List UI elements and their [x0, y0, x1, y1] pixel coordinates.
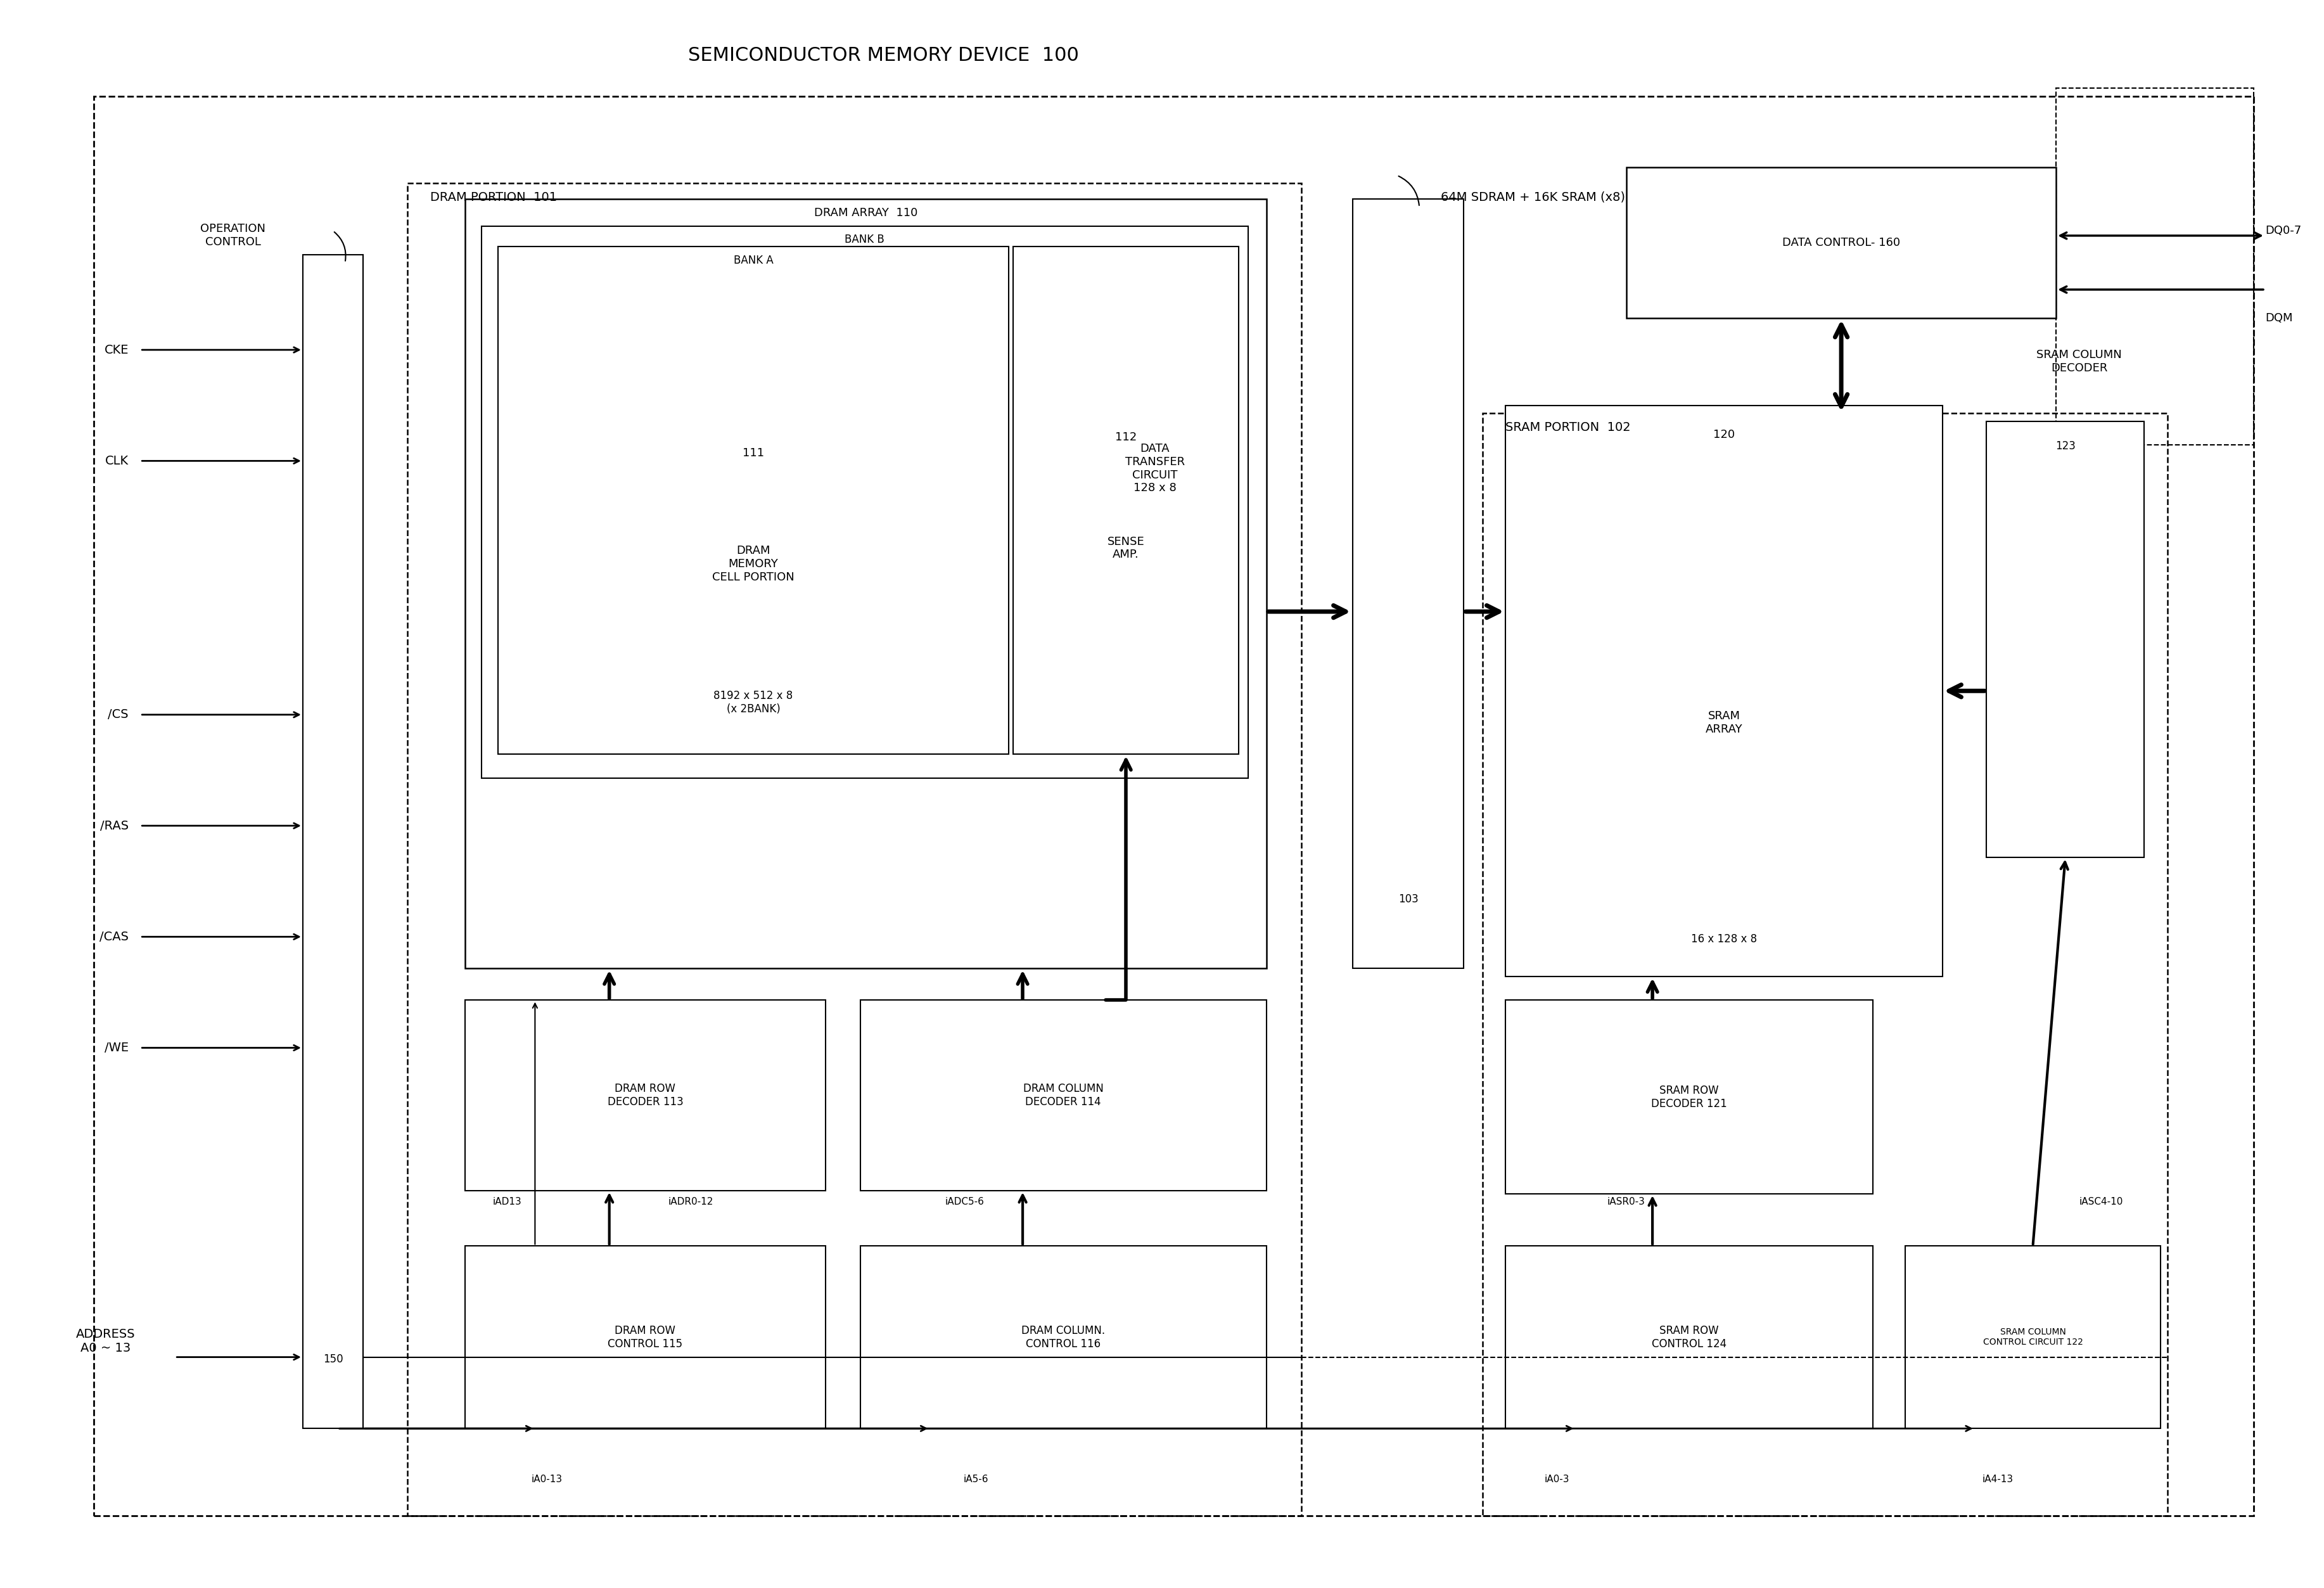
Text: 120: 120: [1713, 429, 1734, 440]
Text: DRAM ROW
CONTROL 115: DRAM ROW CONTROL 115: [609, 1324, 683, 1350]
Text: DRAM ARRAY  110: DRAM ARRAY 110: [813, 206, 918, 219]
Bar: [860, 1000, 1267, 1191]
Text: SRAM
ARRAY: SRAM ARRAY: [1706, 710, 1743, 735]
Text: 123: 123: [2054, 440, 2075, 451]
Text: 8192 x 512 x 8
(x 2BANK): 8192 x 512 x 8 (x 2BANK): [713, 691, 792, 715]
Bar: [465, 1247, 825, 1429]
Text: iA0-3: iA0-3: [1543, 1475, 1569, 1485]
Bar: [465, 1000, 825, 1191]
Text: SENSE
AMP.: SENSE AMP.: [1109, 535, 1146, 561]
Text: /CS: /CS: [107, 708, 128, 721]
Text: iAD13: iAD13: [493, 1197, 521, 1207]
Text: DATA
TRANSFER
CIRCUIT
128 x 8: DATA TRANSFER CIRCUIT 128 x 8: [1125, 443, 1185, 494]
Text: iADR0-12: iADR0-12: [667, 1197, 713, 1207]
Bar: [93, 95, 2254, 1515]
Text: OPERATION
CONTROL: OPERATION CONTROL: [200, 222, 265, 248]
Bar: [2057, 87, 2254, 445]
Text: DQ0-7: DQ0-7: [2266, 225, 2301, 237]
Text: CKE: CKE: [105, 345, 128, 356]
Text: DQM: DQM: [2266, 313, 2291, 324]
Text: iA4-13: iA4-13: [1982, 1475, 2013, 1485]
Bar: [860, 1247, 1267, 1429]
Text: SRAM PORTION  102: SRAM PORTION 102: [1506, 421, 1631, 434]
Text: iASR0-3: iASR0-3: [1608, 1197, 1645, 1207]
Text: iADC5-6: iADC5-6: [946, 1197, 983, 1207]
Bar: [302, 254, 363, 1429]
Text: DRAM
MEMORY
CELL PORTION: DRAM MEMORY CELL PORTION: [711, 545, 795, 583]
Text: SRAM ROW
CONTROL 124: SRAM ROW CONTROL 124: [1652, 1324, 1727, 1350]
Text: ADDRESS
A0 ~ 13: ADDRESS A0 ~ 13: [77, 1328, 135, 1355]
Bar: [1353, 198, 1464, 969]
Text: CLK: CLK: [105, 454, 128, 467]
Text: 103: 103: [1399, 894, 1418, 905]
Text: DRAM ROW
DECODER 113: DRAM ROW DECODER 113: [607, 1083, 683, 1108]
Text: DRAM COLUMN.
CONTROL 116: DRAM COLUMN. CONTROL 116: [1023, 1324, 1106, 1350]
Bar: [481, 225, 1248, 778]
Text: 16 x 128 x 8: 16 x 128 x 8: [1692, 934, 1757, 945]
Text: 111: 111: [741, 448, 765, 459]
Text: SRAM ROW
DECODER 121: SRAM ROW DECODER 121: [1652, 1085, 1727, 1110]
Text: SEMICONDUCTOR MEMORY DEVICE  100: SEMICONDUCTOR MEMORY DEVICE 100: [688, 46, 1078, 65]
Bar: [497, 246, 1009, 754]
Bar: [1506, 1247, 1873, 1429]
Bar: [1013, 246, 1239, 754]
Bar: [1987, 421, 2145, 858]
Bar: [465, 198, 1267, 969]
Text: iA5-6: iA5-6: [964, 1475, 988, 1485]
Text: 64M SDRAM + 16K SRAM (x8): 64M SDRAM + 16K SRAM (x8): [1441, 191, 1624, 203]
Text: SRAM COLUMN
DECODER: SRAM COLUMN DECODER: [2036, 349, 2122, 373]
Text: DRAM COLUMN
DECODER 114: DRAM COLUMN DECODER 114: [1023, 1083, 1104, 1108]
Text: iA0-13: iA0-13: [532, 1475, 562, 1485]
Text: iASC4-10: iASC4-10: [2080, 1197, 2124, 1207]
Text: SRAM COLUMN
CONTROL CIRCUIT 122: SRAM COLUMN CONTROL CIRCUIT 122: [1982, 1328, 2082, 1347]
Bar: [407, 183, 1301, 1515]
Text: /WE: /WE: [105, 1042, 128, 1054]
Text: DRAM PORTION  101: DRAM PORTION 101: [430, 191, 558, 203]
Text: BANK A: BANK A: [734, 254, 774, 267]
Text: /CAS: /CAS: [100, 931, 128, 943]
Text: 112: 112: [1116, 432, 1136, 443]
Bar: [1506, 1000, 1873, 1194]
Bar: [1906, 1247, 2161, 1429]
Bar: [1627, 167, 2057, 318]
Text: DATA CONTROL- 160: DATA CONTROL- 160: [1783, 237, 1901, 248]
Text: /RAS: /RAS: [100, 819, 128, 832]
Bar: [1506, 405, 1943, 977]
Text: 150: 150: [323, 1353, 344, 1366]
Text: BANK B: BANK B: [846, 233, 885, 246]
Bar: [1483, 413, 2168, 1515]
